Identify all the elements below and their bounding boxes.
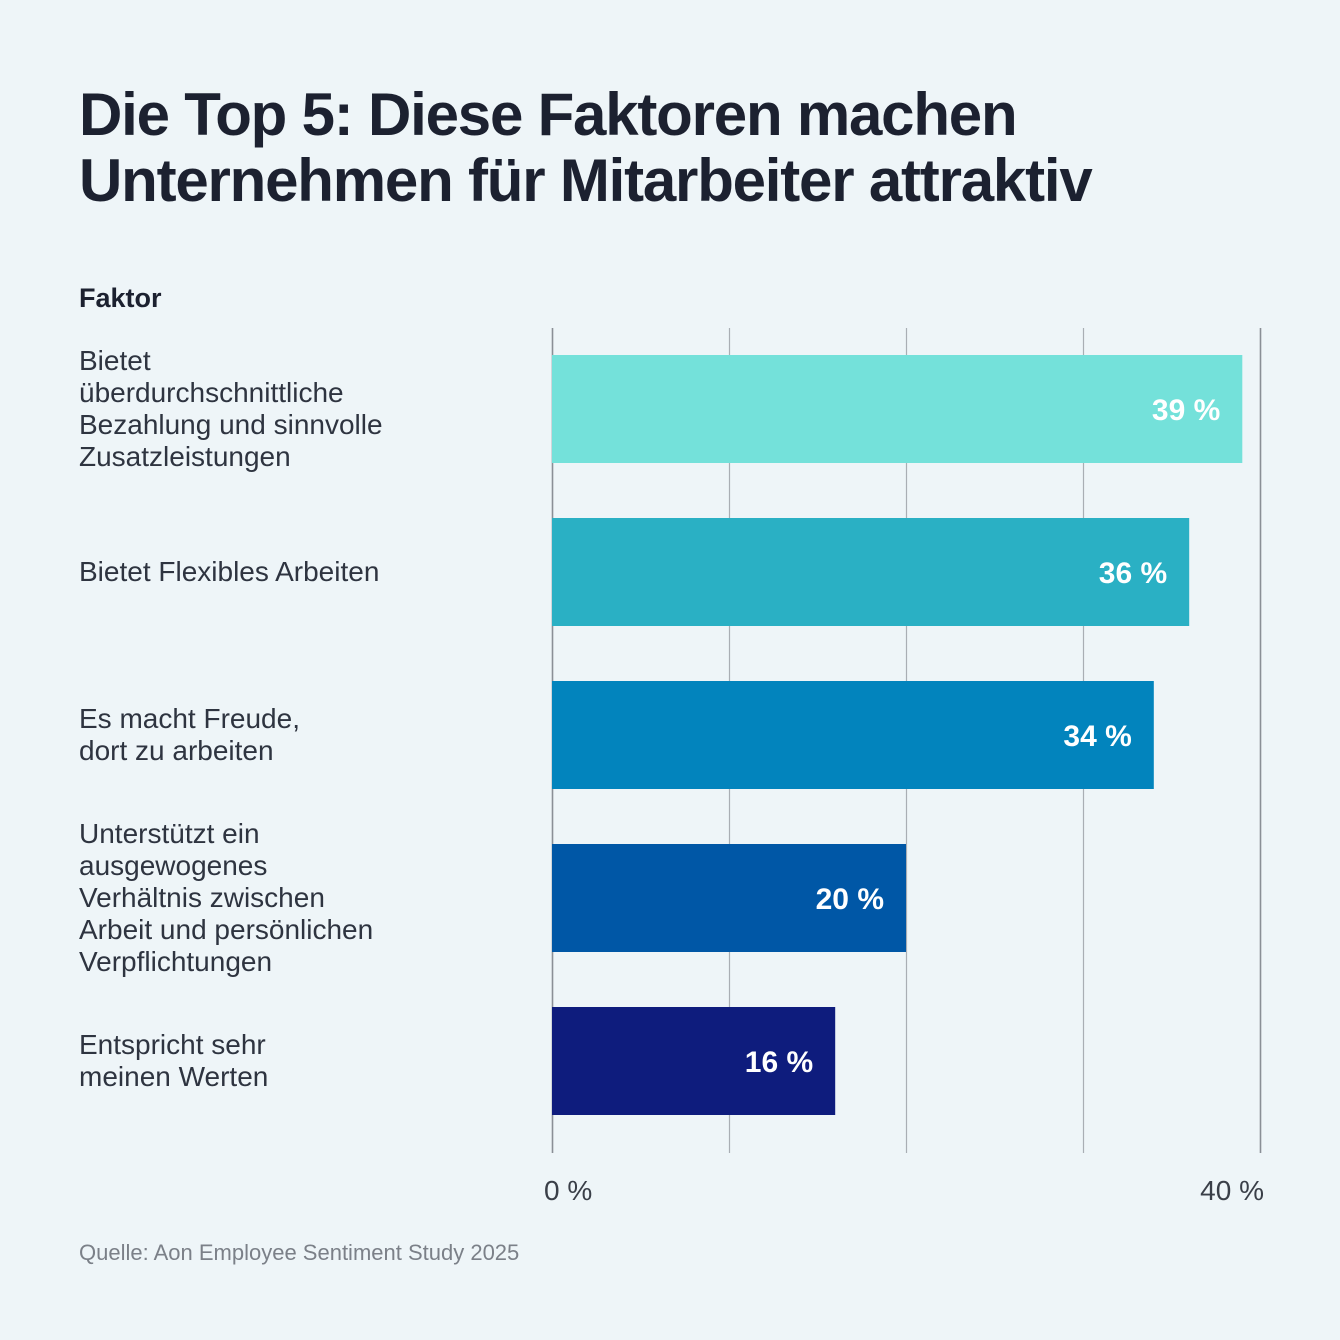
- category-column-heading: Faktor: [79, 283, 162, 313]
- category-label-5: Entspricht sehr meinen Werten: [79, 1007, 519, 1115]
- bar-1: [552, 355, 1243, 463]
- bar-value-label-4: 20 %: [816, 883, 884, 916]
- bar-2: [552, 518, 1190, 626]
- bar-4: [552, 844, 906, 952]
- source-note: Quelle: Aon Employee Sentiment Study 202…: [79, 1240, 520, 1265]
- category-label-text: Bietet Flexibles Arbeiten: [79, 556, 380, 587]
- x-tick-label-0: 0 %: [544, 1175, 592, 1206]
- chart-title: Die Top 5: Diese Faktoren machen Unterne…: [79, 81, 1093, 214]
- category-label-4: Unterstützt ein ausgewogenes Verhältnis …: [79, 818, 519, 977]
- bar-3: [552, 681, 1154, 789]
- category-label-text: Unterstützt ein ausgewogenes Verhältnis …: [79, 818, 374, 977]
- bar-value-label-2: 36 %: [1099, 557, 1167, 590]
- category-label-text: Es macht Freude, dort zu arbeiten: [79, 703, 300, 766]
- bar-value-label-3: 34 %: [1063, 720, 1131, 753]
- category-label-text: Bietet überdurchschnittliche Bezahlung u…: [79, 345, 383, 472]
- bar-5: [552, 1007, 836, 1115]
- bar-value-label-1: 39 %: [1152, 394, 1220, 427]
- category-label-text: Entspricht sehr meinen Werten: [79, 1029, 269, 1092]
- category-label-1: Bietet überdurchschnittliche Bezahlung u…: [79, 345, 519, 472]
- category-label-3: Es macht Freude, dort zu arbeiten: [79, 681, 519, 789]
- category-label-2: Bietet Flexibles Arbeiten: [79, 518, 519, 626]
- bar-value-label-5: 16 %: [745, 1046, 813, 1079]
- x-tick-label-40: 40 %: [1200, 1175, 1264, 1206]
